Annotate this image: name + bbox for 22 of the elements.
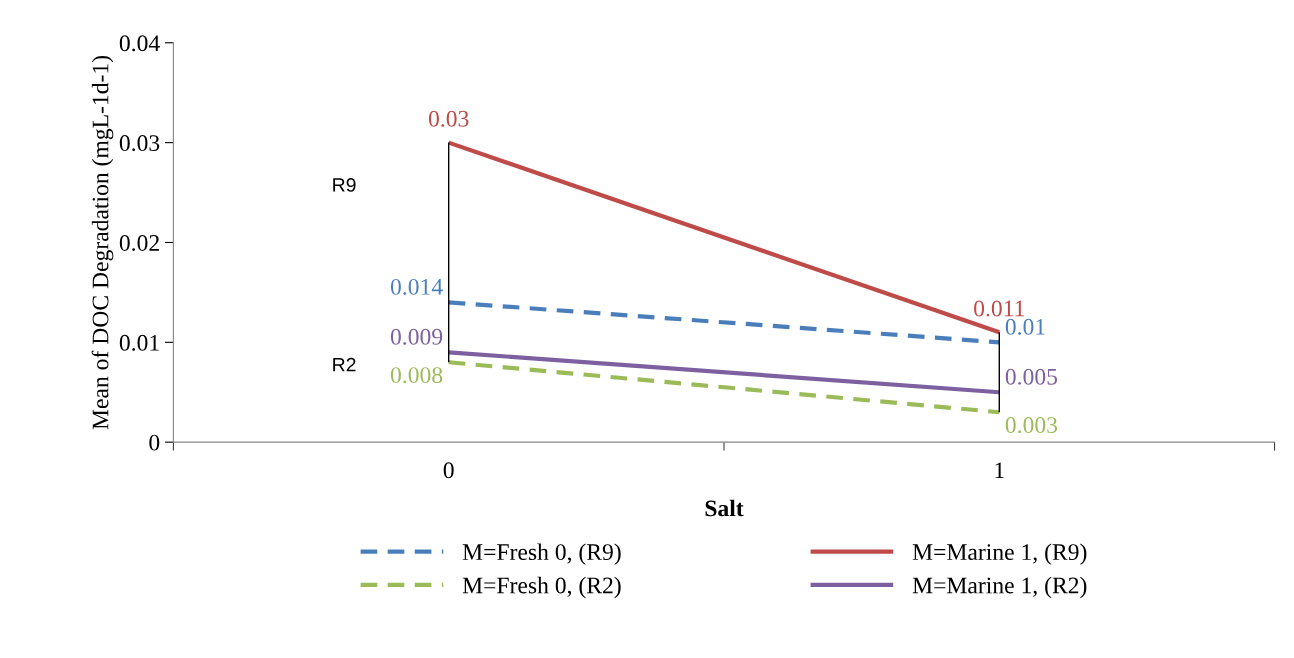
y-tick-label: 0.01: [119, 334, 159, 351]
y-tick-label: 0.03: [119, 135, 160, 152]
x-tick-label: 1: [995, 462, 1004, 478]
y-tick-label: 0: [149, 434, 160, 451]
y-axis-title: Mean of DOC Degradation (mgL-1d-1): [91, 55, 114, 430]
legend-label: M=Marine 1, (R9): [912, 543, 1087, 565]
data-label: 0.008: [390, 367, 443, 384]
data-label: 0.011: [974, 300, 1024, 317]
legend-label: M=Fresh 0, (R2): [462, 576, 621, 599]
data-label: 0.003: [1005, 417, 1058, 434]
annotation: R2: [333, 357, 356, 372]
x-axis-title: Salt: [705, 499, 744, 517]
annotation: R9: [333, 178, 356, 192]
y-tick-label: 0.04: [119, 35, 160, 52]
data-label: 0.014: [390, 278, 443, 295]
data-label: 0.01: [1005, 318, 1045, 335]
y-tick-label: 0.02: [119, 234, 159, 251]
data-label: 0.009: [390, 328, 443, 345]
legend-label: M=Fresh 0, (R9): [462, 543, 621, 565]
legend-label: M=Marine 1, (R2): [912, 576, 1087, 599]
data-label: 0.005: [1005, 368, 1058, 385]
data-label: 0.03: [428, 110, 469, 127]
